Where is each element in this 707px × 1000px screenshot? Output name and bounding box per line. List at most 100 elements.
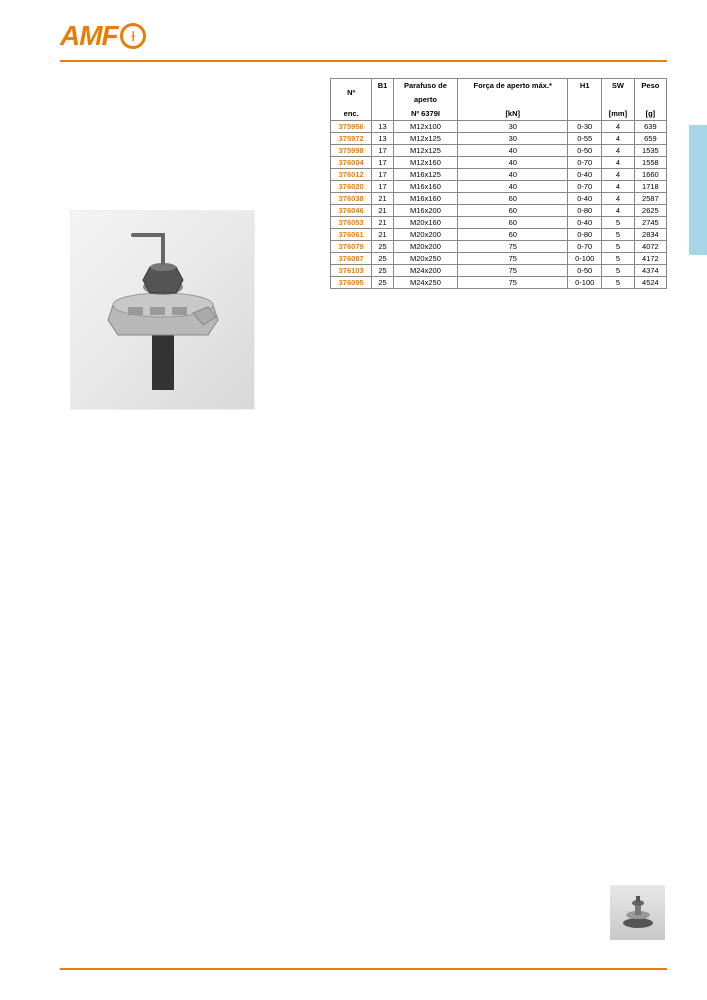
th-h1: H1 <box>568 79 602 93</box>
cell: 1718 <box>634 181 666 193</box>
cell: 75 <box>458 241 568 253</box>
cell: 0-80 <box>568 205 602 217</box>
cell: 17 <box>372 145 393 157</box>
cell-enc: 376103 <box>331 265 372 277</box>
cell: M20x200 <box>393 229 457 241</box>
cell: M12x100 <box>393 121 457 133</box>
cell: 639 <box>634 121 666 133</box>
bottom-rule <box>60 968 667 970</box>
cell: 30 <box>458 121 568 133</box>
cell: 60 <box>458 217 568 229</box>
th-parafuso-3: Nº 6379I <box>393 107 457 121</box>
cell-enc: 375972 <box>331 133 372 145</box>
cell-enc: 375998 <box>331 145 372 157</box>
th-empty-2 <box>458 93 568 107</box>
th-kn: [kN] <box>458 107 568 121</box>
cell: 0-80 <box>568 229 602 241</box>
cell: 1558 <box>634 157 666 169</box>
cell: M20x160 <box>393 217 457 229</box>
cell: M12x125 <box>393 145 457 157</box>
product-image <box>70 210 255 410</box>
cell: 0-30 <box>568 121 602 133</box>
cell-enc: 376004 <box>331 157 372 169</box>
cell: 0-55 <box>568 133 602 145</box>
cell: 0-40 <box>568 217 602 229</box>
cell: 1535 <box>634 145 666 157</box>
th-empty-3 <box>568 93 602 107</box>
cell: 2834 <box>634 229 666 241</box>
cell-enc: 376079 <box>331 241 372 253</box>
table-header: Nº B1 Parafuso de Força de aperto máx.* … <box>331 79 667 121</box>
logo: AMF ⟊ <box>60 20 667 52</box>
table-row: 37602017M16x160400-7041718 <box>331 181 667 193</box>
thumbnail-image <box>610 885 665 940</box>
cell: 5 <box>602 217 635 229</box>
cell: 60 <box>458 229 568 241</box>
cell-enc: 376038 <box>331 193 372 205</box>
cell-enc: 376020 <box>331 181 372 193</box>
table-row: 37606121M20x200600-8052834 <box>331 229 667 241</box>
cell: 4 <box>602 193 635 205</box>
th-peso: Peso <box>634 79 666 93</box>
cell: 0-70 <box>568 157 602 169</box>
table-row: 37599817M12x125400-5041535 <box>331 145 667 157</box>
cell: 40 <box>458 145 568 157</box>
thumb-clamp-icon <box>618 893 658 933</box>
cell: 21 <box>372 217 393 229</box>
cell: 4 <box>602 121 635 133</box>
table-row: 37610325M24x200750-5054374 <box>331 265 667 277</box>
cell-enc: 375956 <box>331 121 372 133</box>
cell: 0-70 <box>568 241 602 253</box>
cell: M16x160 <box>393 181 457 193</box>
table-row: 37600417M12x160400-7041558 <box>331 157 667 169</box>
cell: M16x200 <box>393 205 457 217</box>
th-g: [g] <box>634 107 666 121</box>
table-row: 37609525M24x250750-10054524 <box>331 277 667 289</box>
cell: 17 <box>372 157 393 169</box>
cell: M12x160 <box>393 157 457 169</box>
cell: 4 <box>602 181 635 193</box>
cell: M20x250 <box>393 253 457 265</box>
cell: 60 <box>458 193 568 205</box>
table-row: 37604621M16x200600-8042625 <box>331 205 667 217</box>
th-enc-2: enc. <box>331 107 372 121</box>
cell: 4072 <box>634 241 666 253</box>
th-enc-1: Nº <box>331 79 372 107</box>
th-parafuso-1: Parafuso de <box>393 79 457 93</box>
th-b1: B1 <box>372 79 393 93</box>
cell: 4 <box>602 205 635 217</box>
cell: 17 <box>372 169 393 181</box>
cell-enc: 376012 <box>331 169 372 181</box>
cell: 40 <box>458 157 568 169</box>
table-row: 37607925M20x200750-7054072 <box>331 241 667 253</box>
cell-enc: 376046 <box>331 205 372 217</box>
cell: 1660 <box>634 169 666 181</box>
cell: M20x200 <box>393 241 457 253</box>
cell: 75 <box>458 277 568 289</box>
cell: 4374 <box>634 265 666 277</box>
table-body: 37595613M12x100300-30463937597213M12x125… <box>331 121 667 289</box>
cell-enc: 376061 <box>331 229 372 241</box>
th-empty-4 <box>602 93 635 107</box>
side-tab <box>689 125 707 255</box>
table-row: 37603821M16x160600-4042587 <box>331 193 667 205</box>
cell: 0-50 <box>568 145 602 157</box>
cell: 30 <box>458 133 568 145</box>
cell: M16x160 <box>393 193 457 205</box>
cell: 5 <box>602 253 635 265</box>
cell: 0-50 <box>568 265 602 277</box>
cell: M12x125 <box>393 133 457 145</box>
th-parafuso-2: aperto <box>393 93 457 107</box>
cell-enc: 376087 <box>331 253 372 265</box>
logo-text: AMF <box>60 20 118 52</box>
cell: 4 <box>602 133 635 145</box>
cell: 25 <box>372 241 393 253</box>
cell: 4 <box>602 145 635 157</box>
th-mm: [mm] <box>602 107 635 121</box>
cell: 2587 <box>634 193 666 205</box>
cell: 659 <box>634 133 666 145</box>
cell: M24x200 <box>393 265 457 277</box>
cell: 25 <box>372 277 393 289</box>
cell: 0-100 <box>568 253 602 265</box>
cell: 21 <box>372 229 393 241</box>
